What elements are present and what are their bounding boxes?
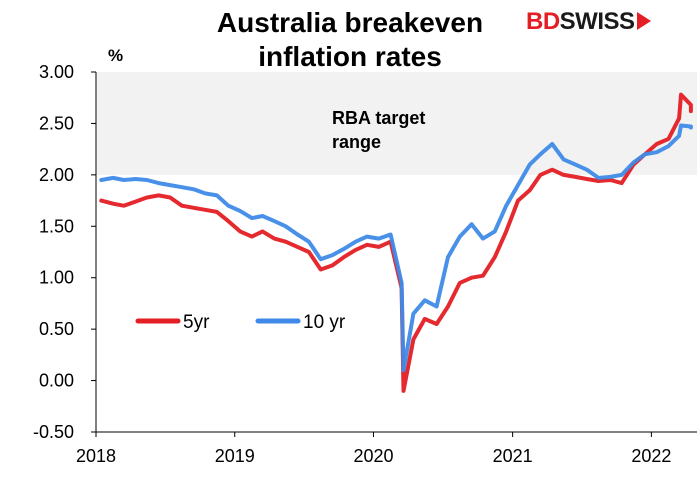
chart-title-line2: inflation rates [258,41,442,72]
y-tick-label: 0.50 [39,319,74,339]
y-tick-label: -0.50 [33,422,74,442]
rba-target-band [97,72,697,175]
series-line-10yr [99,123,693,373]
y-tick-label: 1.00 [39,268,74,288]
legend-label-10yr: 10 yr [303,312,346,333]
y-tick-label: 2.00 [39,165,74,185]
brand-logo-arrow-icon [636,12,651,30]
chart-title: Australia breakeven inflation rates [0,6,700,74]
chart-title-line1: Australia breakeven [216,7,484,38]
legend: 5yr 10 yr [135,312,346,333]
axes: -0.50 0.00 0.50 1.00 1.50 2.00 2.50 3.00 2018 201… [33,62,697,466]
legend-label-5yr: 5yr [183,312,210,333]
brand-logo-dark: SWISS [559,8,635,35]
y-axis-unit-label: % [108,46,124,65]
series-lines [99,92,693,393]
rba-target-label-line2: range [332,132,381,152]
y-tick-label: 0.00 [39,371,74,391]
y-tick-label: 1.50 [39,216,74,236]
brand-logo-red: BD [526,8,560,35]
x-tick-label: 2018 [76,446,116,466]
rba-target-label-line1: RBA target [332,108,425,128]
y-tick-label: 2.50 [39,113,74,133]
x-tick-label: 2021 [493,446,533,466]
series-line-5yr [99,92,693,393]
x-tick-label: 2022 [631,446,671,466]
x-tick-label: 2020 [353,446,393,466]
brand-logo: BDSWISS [526,8,651,36]
y-tick-label: 3.00 [39,62,74,82]
x-tick-label: 2019 [215,446,255,466]
